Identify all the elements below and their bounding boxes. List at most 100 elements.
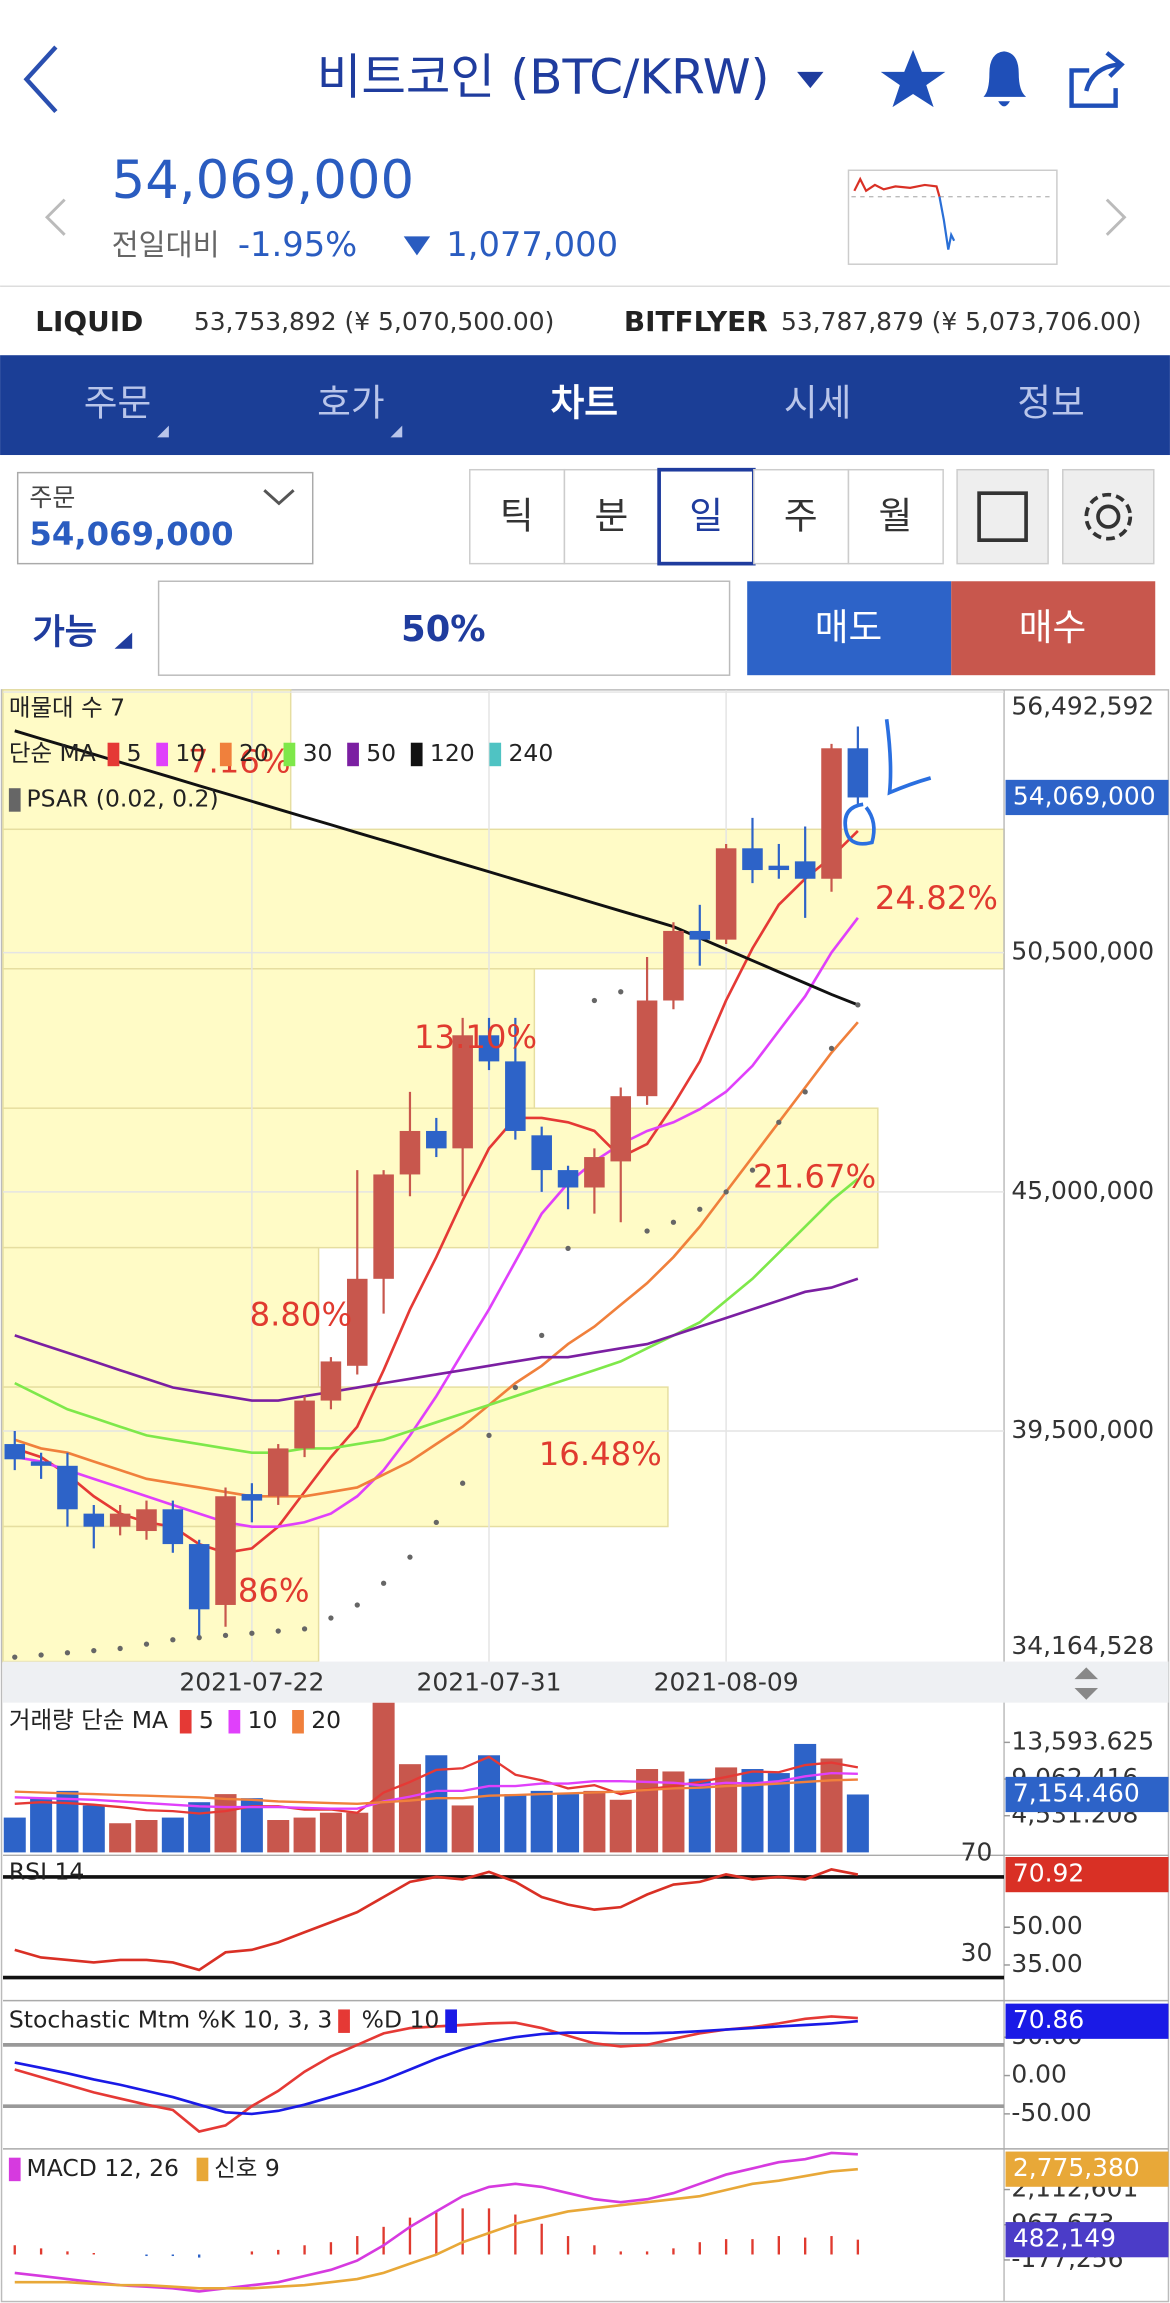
legend-label: RSI 14 xyxy=(9,1857,84,1885)
tab[interactable]: 호가 xyxy=(317,382,385,425)
candle-body xyxy=(847,748,869,798)
candle-body xyxy=(715,848,737,940)
volume-ma-line xyxy=(14,1771,858,1810)
volume-bar xyxy=(451,1805,474,1853)
legend-label: 5 xyxy=(199,1706,214,1734)
period-button[interactable] xyxy=(847,468,944,565)
psar-dot xyxy=(486,1432,492,1439)
price: 54,069,000 xyxy=(112,150,414,211)
period-button[interactable] xyxy=(563,468,660,565)
psar-dot xyxy=(776,1119,782,1125)
candle-body xyxy=(320,1361,342,1401)
tab[interactable]: 정보 xyxy=(1017,382,1085,425)
settings-button[interactable] xyxy=(1062,468,1155,565)
period-button[interactable] xyxy=(469,468,566,565)
candle-body xyxy=(610,1096,632,1162)
tab[interactable]: 시세 xyxy=(784,382,852,425)
y-tick-label: 50,500,000 xyxy=(1011,937,1154,966)
dropdown-icon[interactable] xyxy=(797,71,824,89)
legend-label: 30 xyxy=(303,739,333,767)
psar-dot xyxy=(196,1634,202,1641)
legend-swatch xyxy=(338,2009,350,2033)
candle-body xyxy=(505,1061,526,1131)
candle-body xyxy=(742,848,763,871)
buy-label: 매수 xyxy=(1019,606,1087,649)
share-icon[interactable] xyxy=(1069,51,1125,108)
legend-label: 20 xyxy=(239,739,269,767)
tab[interactable]: 주문 xyxy=(84,382,152,425)
volume-bar xyxy=(109,1823,132,1853)
psar-dot xyxy=(433,1519,439,1525)
annotation: 13.10% xyxy=(414,1018,537,1056)
order-dropdown[interactable] xyxy=(263,489,295,506)
volume-ma-line xyxy=(14,1778,858,1805)
period-label: 일 xyxy=(689,495,723,538)
candle-body xyxy=(557,1170,579,1188)
x-tick-label: 2021-08-09 xyxy=(654,1668,799,1697)
settings-icon xyxy=(1084,492,1133,541)
psar-dot xyxy=(275,1628,281,1634)
legend-swatch xyxy=(219,742,232,767)
period-button[interactable] xyxy=(753,468,850,565)
candle-body xyxy=(83,1513,105,1527)
volume-bar xyxy=(741,1769,764,1853)
volume-bar xyxy=(82,1805,105,1853)
legend-swatch xyxy=(445,2009,457,2033)
psar-dot xyxy=(565,1245,571,1252)
psar-dot xyxy=(591,997,598,1004)
title: 비트코인 (BTC/KRW) xyxy=(317,50,770,106)
sell-button[interactable] xyxy=(747,581,952,676)
period-label: 분 xyxy=(595,495,629,538)
order-price: 54,069,000 xyxy=(29,515,233,553)
tab-bar xyxy=(0,355,1170,456)
legend-label: PSAR (0.02, 0.2) xyxy=(26,784,218,812)
period-label: 주 xyxy=(784,495,818,538)
legend-label: Stochastic Mtm %K 10, 3, 3 xyxy=(9,2006,332,2034)
exchange-quote: 53,753,892 (¥ 5,070,500.00) xyxy=(194,307,555,336)
candle-body xyxy=(136,1509,157,1532)
psar-dot xyxy=(170,1637,176,1643)
legend-label: 신호 9 xyxy=(214,2154,280,2182)
resize-icon[interactable] xyxy=(1074,1667,1099,1700)
volume-bar xyxy=(557,1794,580,1853)
exchange-name: BITFLYER xyxy=(624,305,768,338)
legend-label: 단순 MA xyxy=(9,739,96,767)
psar-dot xyxy=(618,989,624,995)
order-box[interactable] xyxy=(16,471,314,565)
psar-dot xyxy=(802,1089,808,1095)
ma-line xyxy=(14,917,859,1528)
candle-body xyxy=(689,930,711,940)
change-label: 전일대비 xyxy=(112,228,220,262)
layout-button[interactable] xyxy=(956,468,1049,565)
x-tick-label: 2021-07-22 xyxy=(179,1668,324,1697)
volume-bar xyxy=(56,1790,79,1853)
volume-bar xyxy=(477,1755,501,1853)
legend-swatch xyxy=(196,2157,209,2182)
next-button[interactable] xyxy=(1105,198,1127,236)
available-label[interactable]: 가능 xyxy=(32,612,97,653)
ratio: 50% xyxy=(401,609,485,650)
ratio-box[interactable] xyxy=(157,580,731,676)
alarm-icon[interactable] xyxy=(983,51,1027,107)
volume-bar xyxy=(504,1794,527,1853)
psar-dot xyxy=(460,1480,466,1486)
back-button[interactable] xyxy=(23,45,58,114)
sell-label: 매도 xyxy=(815,606,883,649)
favorite-icon[interactable] xyxy=(880,49,946,108)
tab[interactable]: 차트 xyxy=(551,382,619,425)
volume-bar xyxy=(583,1790,606,1853)
candle-body xyxy=(794,861,816,879)
psar-dot xyxy=(749,1167,756,1173)
indicator-line xyxy=(14,2167,858,2290)
legend-swatch xyxy=(489,742,502,767)
psar-dot xyxy=(12,1654,18,1660)
psar-dot xyxy=(723,1189,729,1195)
buy-button[interactable] xyxy=(951,581,1156,676)
value-tag xyxy=(1005,779,1169,816)
order-label: 주문 xyxy=(29,483,75,512)
period-label: 틱 xyxy=(500,495,534,538)
volume-bar xyxy=(530,1790,553,1853)
legend-label: 20 xyxy=(311,1706,341,1734)
prev-button[interactable] xyxy=(44,198,66,236)
